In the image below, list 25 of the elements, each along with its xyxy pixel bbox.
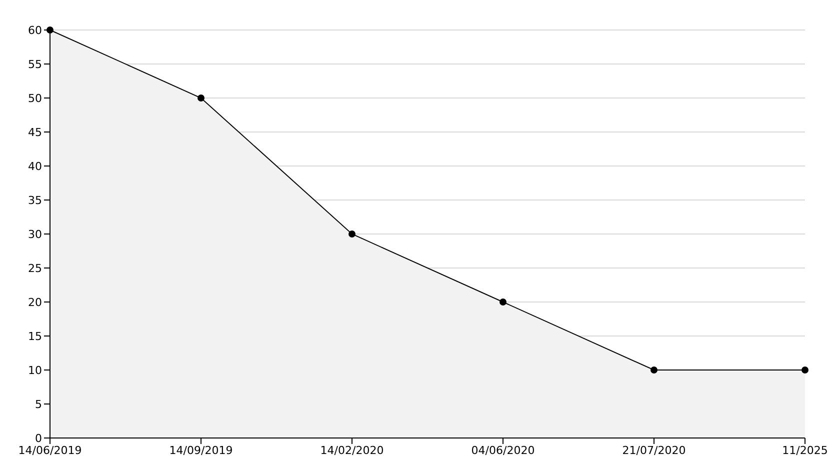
point xyxy=(802,366,808,374)
point xyxy=(198,94,204,102)
x-tick-label: 14/02/2020 xyxy=(320,444,384,457)
point xyxy=(500,298,506,306)
x-tick-label: 14/06/2019 xyxy=(18,444,82,457)
point xyxy=(348,230,356,238)
x-tick-label: 11/2025 xyxy=(782,444,828,457)
x-tick-label: 14/09/2019 xyxy=(169,444,233,457)
y-tick-label: 30 xyxy=(28,228,42,241)
y-tick-label: 10 xyxy=(28,364,42,377)
y-tick-label: 0 xyxy=(35,432,42,445)
y-tick-label: 50 xyxy=(28,92,42,105)
y-tick-label: 15 xyxy=(28,330,42,343)
point xyxy=(46,26,54,34)
y-tick-label: 55 xyxy=(28,58,42,71)
y-tick-label: 35 xyxy=(28,194,42,207)
y-tick-label: 45 xyxy=(28,126,42,139)
point xyxy=(650,366,658,374)
x-tick-label: 21/07/2020 xyxy=(622,444,686,457)
y-tick-label: 40 xyxy=(28,160,42,173)
y-tick-label: 20 xyxy=(28,296,42,309)
y-tick-label: 60 xyxy=(28,24,42,37)
x-tick-label: 04/06/2020 xyxy=(471,444,535,457)
y-tick-label: 5 xyxy=(35,398,42,411)
y-tick-label: 25 xyxy=(28,262,42,275)
